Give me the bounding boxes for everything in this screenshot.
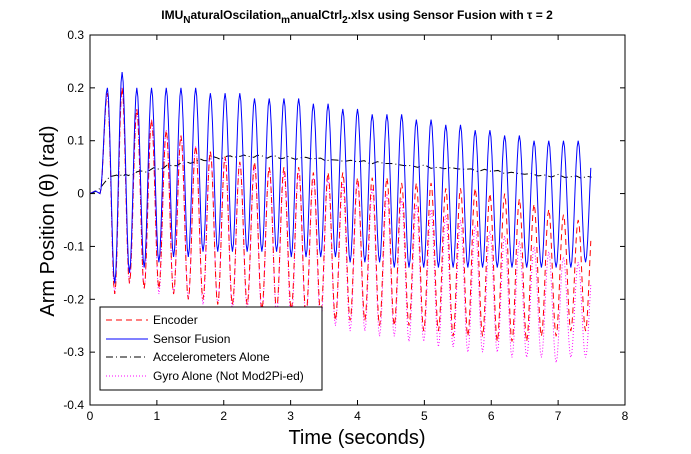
- title-tau-symbol: τ: [527, 8, 533, 22]
- title-subscript: 2: [342, 15, 348, 26]
- series-line-encoder: [89, 87, 592, 342]
- chart-title: IMUNaturalOscilationmanualCtrl2.xlsx usi…: [161, 8, 553, 26]
- tick-layer: 0 1 2 3 4 5 6 7 8 0.3 0.2 0.1 0 -0.1 -0.2 -0.3 -0.4: [63, 28, 628, 423]
- legend-label-encoder: Encoder: [153, 313, 198, 327]
- x-tick-label: 1: [154, 409, 161, 423]
- y-tick-label: -0.3: [63, 345, 84, 359]
- title-subscript: N: [183, 15, 190, 26]
- x-axis-label: Time (seconds): [288, 427, 425, 449]
- series-layer: [89, 71, 592, 363]
- title-subscript: m: [281, 15, 290, 26]
- y-tick-label: -0.2: [63, 292, 84, 306]
- title-part: aturalOscilation: [190, 8, 281, 22]
- y-tick-label: 0.1: [67, 134, 84, 148]
- x-tick-label: 3: [287, 409, 294, 423]
- legend-label-accelerometers: Accelerometers Alone: [153, 350, 270, 364]
- legend-label-sensor-fusion: Sensor Fusion: [153, 332, 230, 346]
- x-tick-label: 8: [622, 409, 629, 423]
- title-part: IMU: [161, 8, 183, 22]
- legend: Encoder Sensor Fusion Accelerometers Alo…: [99, 306, 323, 391]
- title-part: = 2: [532, 8, 553, 22]
- y-tick-label: -0.1: [63, 239, 84, 253]
- y-tick-label: 0: [77, 187, 84, 201]
- series-line-accelerometers: [89, 154, 592, 195]
- title-part: .xlsx using Sensor Fusion with: [348, 8, 527, 22]
- x-tick-label: 0: [87, 409, 94, 423]
- y-tick-label: 0.3: [67, 28, 84, 42]
- x-tick-label: 2: [220, 409, 227, 423]
- title-part: anualCtrl: [290, 8, 342, 22]
- y-tick-label: 0.2: [67, 81, 84, 95]
- y-tick-label: -0.4: [63, 398, 84, 412]
- series-line-sensor-fusion: [89, 71, 592, 284]
- x-tick-label: 7: [555, 409, 562, 423]
- y-axis-label: Arm Position (θ) (rad): [37, 125, 59, 316]
- x-tick-label: 5: [421, 409, 428, 423]
- legend-label-gyro: Gyro Alone (Not Mod2Pi-ed): [153, 369, 304, 383]
- x-tick-label: 4: [354, 409, 361, 423]
- x-tick-label: 6: [488, 409, 495, 423]
